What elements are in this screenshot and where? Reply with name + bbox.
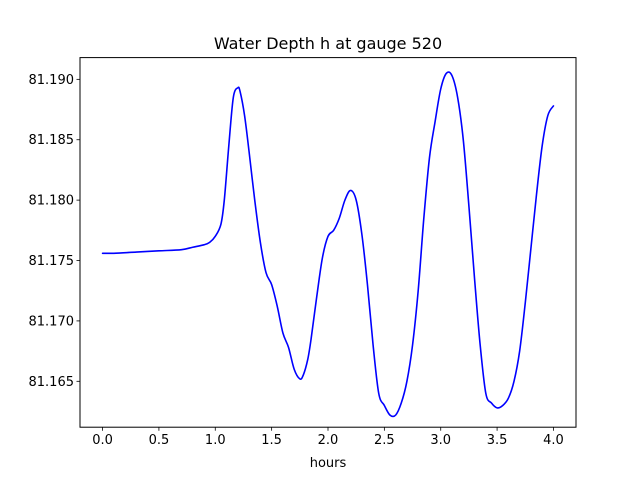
x-axis-ticks: 0.0 0.5 1.0 1.5 2.0 2.5 3.0 3.5 4.0: [92, 427, 564, 448]
y-tick-label: 81.190: [29, 73, 75, 88]
series-layer: [101, 71, 555, 418]
x-tick-label: 0.5: [149, 433, 170, 448]
x-tick-label: 2.0: [318, 433, 339, 448]
y-tick-label: 81.180: [29, 194, 75, 209]
y-tick-label: 81.185: [29, 133, 75, 148]
series-line-0: [101, 71, 555, 418]
x-tick-label: 1.5: [261, 433, 282, 448]
y-tick-label: 81.170: [29, 314, 75, 329]
plot-area-frame: [79, 57, 577, 428]
y-axis-ticks: 81.165 81.170 81.175 81.180 81.185 81.190: [29, 73, 80, 390]
x-tick-label: 4.0: [543, 433, 564, 448]
x-axis-label: hours: [310, 456, 347, 471]
x-tick-label: 3.0: [430, 433, 451, 448]
x-tick-label: 2.5: [374, 433, 395, 448]
x-tick-label: 0.0: [92, 433, 113, 448]
x-tick-label: 1.0: [205, 433, 226, 448]
plot-area-background: [80, 57, 576, 428]
x-tick-label: 3.5: [487, 433, 508, 448]
y-tick-label: 81.165: [29, 375, 75, 390]
chart-title: Water Depth h at gauge 520: [214, 34, 442, 53]
y-tick-label: 81.175: [29, 254, 75, 269]
